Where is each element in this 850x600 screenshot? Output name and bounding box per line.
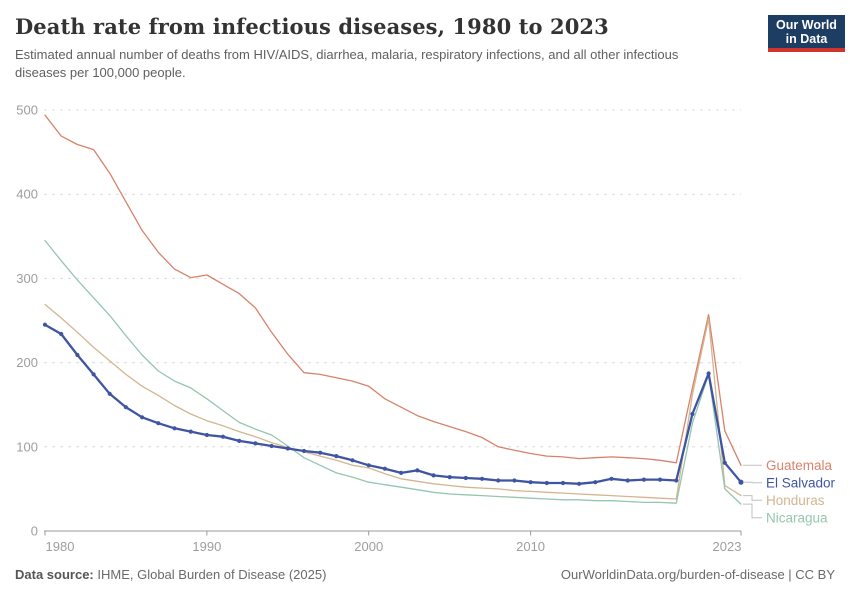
data-point-marker bbox=[253, 441, 258, 446]
y-tick-label-300: 300 bbox=[16, 271, 38, 286]
legend-label-nicaragua[interactable]: Nicaragua bbox=[766, 510, 828, 525]
legend-label-el-salvador[interactable]: El Salvador bbox=[766, 475, 836, 490]
series-line-el-salvador[interactable] bbox=[43, 323, 743, 485]
data-point-marker bbox=[690, 411, 695, 417]
data-point-marker bbox=[463, 475, 468, 481]
data-point-marker bbox=[269, 443, 274, 449]
data-point-marker bbox=[738, 479, 744, 485]
data-point-marker bbox=[285, 446, 290, 451]
x-tick-label-2010: 2010 bbox=[516, 539, 545, 554]
data-point-marker bbox=[91, 372, 96, 377]
data-point-marker bbox=[204, 432, 209, 438]
x-tick-label-2000: 2000 bbox=[354, 539, 383, 554]
data-source-label: Data source: bbox=[15, 567, 94, 582]
data-source-note: Data source: IHME, Global Burden of Dise… bbox=[15, 567, 326, 582]
legend-label-honduras[interactable]: Honduras bbox=[766, 493, 825, 508]
data-point-marker bbox=[140, 415, 145, 420]
credit-link[interactable]: OurWorldinData.org/burden-of-disease | C… bbox=[560, 567, 835, 582]
data-point-marker bbox=[447, 475, 452, 480]
data-point-marker bbox=[237, 438, 242, 443]
legend-connector-nicaragua bbox=[743, 503, 762, 519]
data-point-marker bbox=[301, 448, 307, 454]
data-point-marker bbox=[609, 476, 614, 481]
data-point-marker bbox=[625, 478, 630, 483]
data-point-marker bbox=[220, 434, 226, 439]
data-point-marker bbox=[431, 473, 436, 478]
data-point-marker bbox=[512, 478, 517, 483]
data-point-marker bbox=[544, 480, 549, 486]
x-tick-label-2023: 2023 bbox=[713, 539, 742, 554]
series-group bbox=[42, 114, 744, 505]
y-tick-label-200: 200 bbox=[16, 355, 38, 370]
y-tick-label-0: 0 bbox=[31, 524, 38, 539]
series-markers-el-salvador bbox=[42, 322, 744, 486]
chart-footer: Data source: IHME, Global Burden of Dise… bbox=[15, 567, 835, 582]
data-point-marker bbox=[107, 391, 112, 396]
data-point-marker bbox=[399, 470, 404, 475]
legend-label-guatemala[interactable]: Guatemala bbox=[766, 458, 833, 473]
series-line-nicaragua[interactable] bbox=[44, 239, 742, 505]
chart-header: Death rate from infectious diseases, 198… bbox=[0, 0, 850, 83]
data-point-marker bbox=[593, 480, 598, 485]
data-point-marker bbox=[318, 450, 323, 455]
data-point-marker bbox=[334, 454, 339, 459]
chart-subtitle: Estimated annual number of deaths from H… bbox=[15, 47, 679, 81]
y-tick-label-100: 100 bbox=[16, 439, 38, 454]
data-point-marker bbox=[528, 480, 533, 485]
y-tick-label-500: 500 bbox=[16, 103, 38, 118]
series-line-honduras[interactable] bbox=[44, 303, 742, 500]
data-point-marker bbox=[577, 481, 582, 486]
data-point-marker bbox=[59, 331, 64, 337]
data-point-marker bbox=[496, 478, 501, 483]
page-title: Death rate from infectious diseases, 198… bbox=[15, 14, 609, 39]
data-point-marker bbox=[415, 468, 420, 473]
data-point-marker bbox=[706, 371, 711, 376]
legend-group: Guatemala El Salvador Honduras Nicaragua bbox=[743, 458, 836, 525]
series-line-guatemala[interactable] bbox=[44, 114, 742, 466]
data-point-marker bbox=[674, 478, 679, 483]
axis-group: 1980 1990 2000 2010 2023 bbox=[44, 530, 742, 554]
gridlines-group: 0 100 200 300 400 500 bbox=[16, 103, 741, 539]
owid-logo-line1: Our World bbox=[776, 18, 837, 32]
data-point-marker bbox=[366, 463, 371, 468]
y-tick-label-400: 400 bbox=[16, 187, 38, 202]
data-point-marker bbox=[560, 480, 566, 486]
owid-logo[interactable]: Our World in Data bbox=[768, 15, 845, 52]
legend-connector-el-salvador bbox=[743, 481, 762, 484]
data-point-marker bbox=[172, 426, 177, 431]
data-point-marker bbox=[75, 352, 80, 358]
legend-connector-honduras bbox=[743, 495, 762, 501]
data-point-marker bbox=[156, 421, 161, 426]
data-point-marker bbox=[479, 476, 485, 481]
data-point-marker bbox=[382, 466, 387, 471]
data-source-value: IHME, Global Burden of Disease (2025) bbox=[93, 567, 327, 582]
x-tick-label-1990: 1990 bbox=[192, 539, 221, 554]
x-tick-label-1980: 1980 bbox=[46, 539, 75, 554]
data-point-marker bbox=[722, 460, 727, 465]
data-point-marker bbox=[188, 429, 193, 434]
data-point-marker bbox=[641, 477, 647, 482]
data-point-marker bbox=[350, 458, 355, 463]
data-point-marker bbox=[658, 477, 663, 482]
data-point-marker bbox=[123, 405, 128, 410]
data-point-marker bbox=[42, 322, 48, 327]
owid-logo-line2: in Data bbox=[785, 32, 828, 46]
